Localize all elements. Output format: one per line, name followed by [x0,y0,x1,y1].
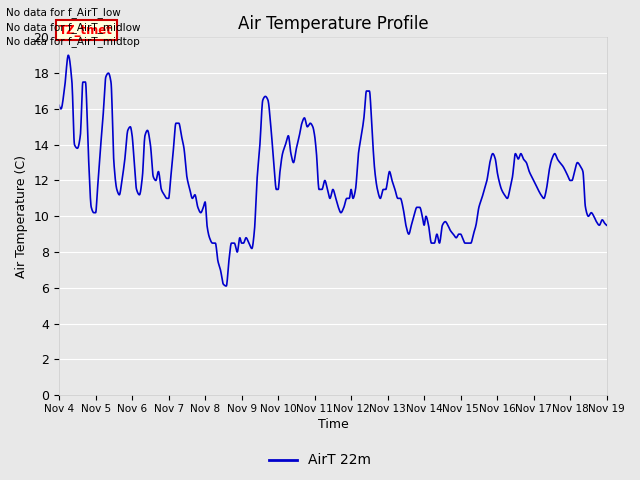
Text: No data for f_AirT_midlow: No data for f_AirT_midlow [6,22,141,33]
Text: No data for f_AirT_low: No data for f_AirT_low [6,7,121,18]
X-axis label: Time: Time [317,419,348,432]
Title: Air Temperature Profile: Air Temperature Profile [237,15,428,33]
Y-axis label: Air Temperature (C): Air Temperature (C) [15,155,28,278]
Legend: AirT 22m: AirT 22m [264,448,376,473]
Text: No data for f_AirT_midtop: No data for f_AirT_midtop [6,36,140,47]
Text: TZ_tmet: TZ_tmet [59,24,113,37]
